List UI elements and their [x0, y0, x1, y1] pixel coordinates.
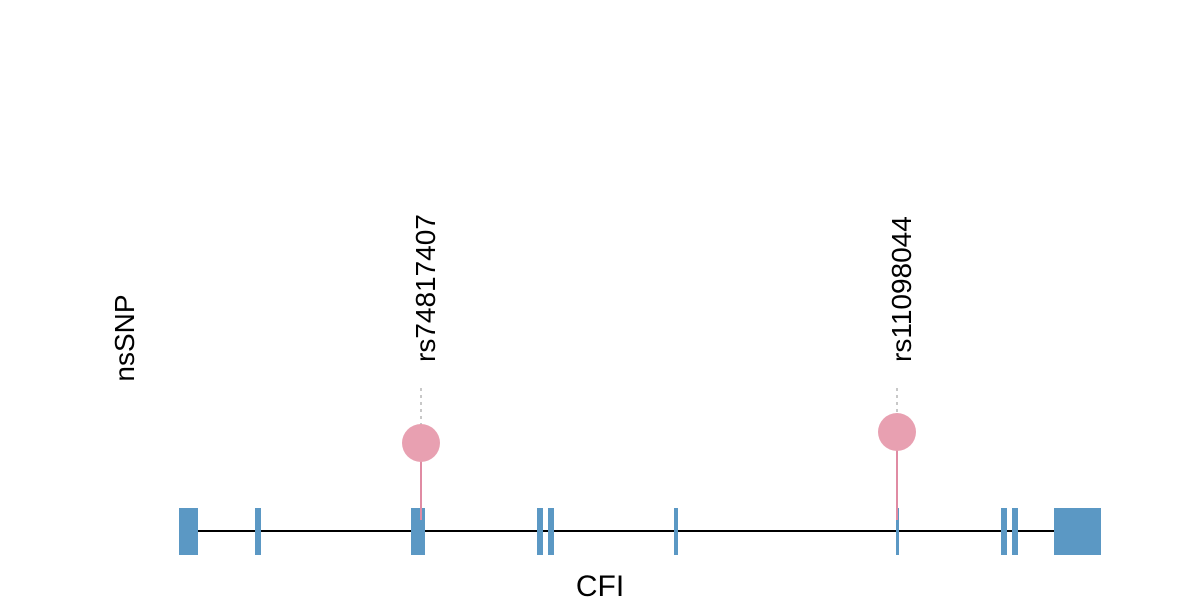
exon: [1001, 508, 1007, 555]
exon: [255, 508, 261, 555]
exon: [674, 508, 678, 555]
exon: [1012, 508, 1018, 555]
exon: [179, 508, 198, 555]
exon: [537, 508, 543, 555]
snp-marker[interactable]: rs11098044: [878, 216, 917, 520]
track-label: nsSNP: [109, 294, 140, 381]
snp-label: rs74817407: [410, 214, 441, 362]
snp-label: rs11098044: [886, 216, 917, 362]
exon: [548, 508, 554, 555]
snp-head[interactable]: [402, 424, 440, 462]
snp-marker[interactable]: rs74817407: [402, 214, 441, 520]
snp-head[interactable]: [878, 413, 916, 451]
exon-track: [179, 508, 1101, 555]
exon: [1054, 508, 1101, 555]
gene-label: CFI: [576, 570, 624, 600]
exon: [896, 508, 899, 555]
exon: [411, 508, 425, 555]
